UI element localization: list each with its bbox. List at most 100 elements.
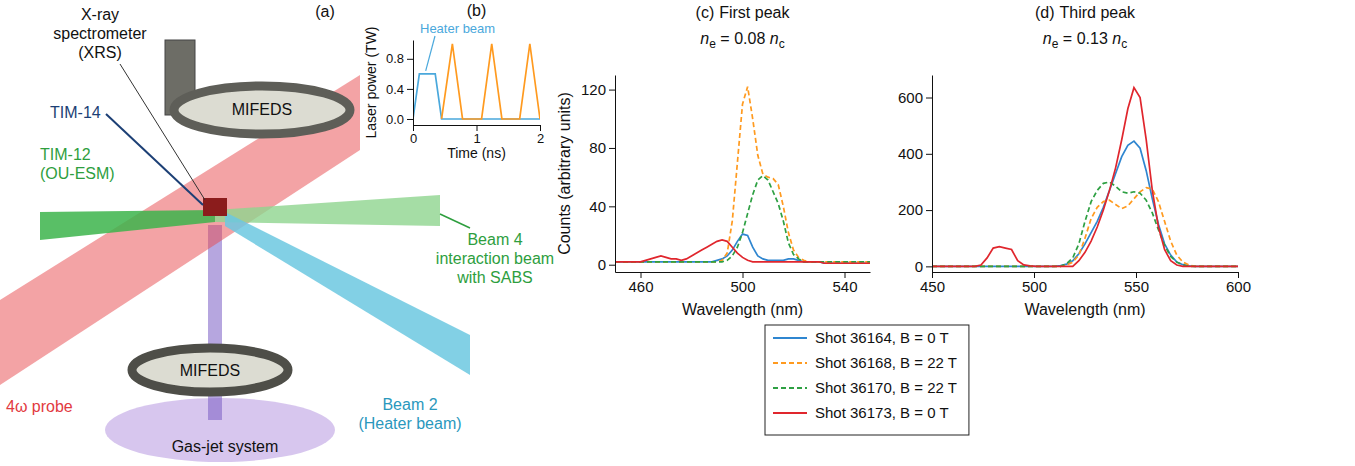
interaction-beam xyxy=(40,210,215,240)
tick-label: 0 xyxy=(915,258,923,275)
label-line: (XRS) xyxy=(78,44,122,61)
tick-label: 600 xyxy=(898,89,923,106)
subtitle-part: n xyxy=(770,30,779,47)
subtitle-part: n xyxy=(1112,30,1121,47)
diagram-label: MIFEDS xyxy=(180,362,240,379)
tick: 600 xyxy=(1226,272,1251,295)
panel-subtitle: ne = 0.08 nc xyxy=(700,30,784,51)
axis: 0.0 0.4 0.8 xyxy=(386,41,414,127)
x-axis-title: Wavelength (nm) xyxy=(1024,301,1145,318)
tick-label: 500 xyxy=(1022,278,1047,295)
label-line: Beam 4 xyxy=(467,231,522,248)
tick-mark xyxy=(407,119,413,120)
tick-label: 0 xyxy=(410,131,417,146)
series-line xyxy=(615,234,870,263)
label-line: (OU-ESM) xyxy=(40,165,115,182)
legend-label: Shot 36168, B = 22 T xyxy=(815,354,957,371)
axis: 460500540 xyxy=(616,272,871,295)
panel-letter: (b) xyxy=(467,2,487,19)
subtitle-part: = 0.08 xyxy=(716,30,770,47)
tick-label: 550 xyxy=(1124,278,1149,295)
panel-title: (d)Third peak xyxy=(1035,4,1136,21)
legend-label: Shot 36170, B = 22 T xyxy=(815,379,957,396)
pointer-line xyxy=(440,214,470,228)
legend-swatch xyxy=(773,387,807,389)
tick-mark xyxy=(413,125,414,131)
title-text: First peak xyxy=(719,4,790,21)
tick: 500 xyxy=(1022,272,1047,295)
tick: 0.0 xyxy=(386,112,413,127)
panel-letter: (a) xyxy=(315,3,335,20)
heater-beam xyxy=(225,212,470,375)
tick-label: 0.4 xyxy=(386,82,404,97)
tick-mark xyxy=(540,125,541,131)
label-line: X-ray xyxy=(81,6,119,23)
subtitle-part: c xyxy=(1121,37,1127,51)
tick-label: 0.8 xyxy=(386,51,404,66)
tick-label: 600 xyxy=(1226,278,1251,295)
chart-panel: 0120.00.40.8(b)Time (ns)Laser power (TW)… xyxy=(363,2,544,161)
tick-label: 450 xyxy=(920,278,945,295)
subtitle-part: = 0.13 xyxy=(1058,30,1112,47)
tick-mark xyxy=(926,98,932,99)
panel-subtitle: ne = 0.13 nc xyxy=(1043,30,1127,51)
panel-letter: (d) xyxy=(1035,4,1055,21)
tick: 540 xyxy=(832,272,857,295)
diagram-label: MIFEDS xyxy=(232,101,292,118)
diagram-label: 4ω probe xyxy=(6,398,73,415)
axis: 04080120 xyxy=(581,76,616,274)
tick: 550 xyxy=(1124,272,1149,295)
tick-mark xyxy=(609,206,615,207)
tick-mark xyxy=(926,210,932,211)
mifeds-ring xyxy=(132,348,288,392)
interaction-beam xyxy=(215,195,440,226)
axis: 0 200 400 600 xyxy=(898,76,933,275)
tick-label: 40 xyxy=(589,198,606,215)
tick: 0.4 xyxy=(386,82,413,97)
tick-mark xyxy=(477,125,478,131)
tick-label: 200 xyxy=(898,201,923,218)
tick-mark xyxy=(609,90,615,91)
diagram-label: Gas-jet system xyxy=(172,438,279,455)
tick: 80 xyxy=(589,139,615,156)
tick: 400 xyxy=(898,145,932,162)
plot-area xyxy=(413,44,540,119)
label-line: TIM-14 xyxy=(50,104,101,121)
legend-label: Shot 36173, B = 0 T xyxy=(815,404,949,421)
tick: 1 xyxy=(473,125,480,146)
tick-label: 400 xyxy=(898,145,923,162)
y-axis-title: Laser power (TW) xyxy=(363,26,379,138)
label-line: MIFEDS xyxy=(232,101,292,118)
series-line xyxy=(442,44,540,119)
annotation-arrow xyxy=(426,36,435,71)
target xyxy=(203,198,227,216)
diagram-label: TIM-12 (OU-ESM) xyxy=(40,146,115,182)
tick-label: 2 xyxy=(537,131,544,146)
figure: X-ray spectrometer (XRS) MIFEDS TIM-14 TIM-12… xyxy=(0,0,1355,466)
probe-beam xyxy=(0,75,360,385)
mifeds-ring xyxy=(174,86,350,134)
tick-label: 1 xyxy=(473,131,480,146)
label-line: (Heater beam) xyxy=(358,415,461,432)
pointer-line xyxy=(106,114,203,205)
tick: 40 xyxy=(589,198,615,215)
legend: Shot 36164, B = 0 TShot 36168, B = 22 TS… xyxy=(765,325,969,435)
axis: 450 500 550 600 xyxy=(920,272,1251,295)
axis: 0 1 2 xyxy=(410,125,544,146)
label-line: TIM-12 xyxy=(40,146,91,163)
tick-mark xyxy=(926,154,932,155)
plot-area xyxy=(615,87,870,264)
panel-a: X-ray spectrometer (XRS) MIFEDS TIM-14 TIM-12… xyxy=(0,3,554,462)
panel-title: (b) xyxy=(467,2,487,19)
diagram-label: Beam 4interaction beamwith SABS xyxy=(436,231,554,286)
tick: 200 xyxy=(898,201,932,218)
subtitle-part: c xyxy=(779,37,785,51)
label-line: Gas-jet system xyxy=(172,438,279,455)
y-axis-title: Counts (arbitrary units) xyxy=(556,92,573,255)
label-line: spectrometer xyxy=(53,25,147,42)
axis-line xyxy=(932,76,933,273)
tick: 0 xyxy=(915,258,932,275)
annotation: Heater beam xyxy=(420,21,495,36)
tick: 460 xyxy=(628,272,653,295)
tick-mark xyxy=(407,89,413,90)
